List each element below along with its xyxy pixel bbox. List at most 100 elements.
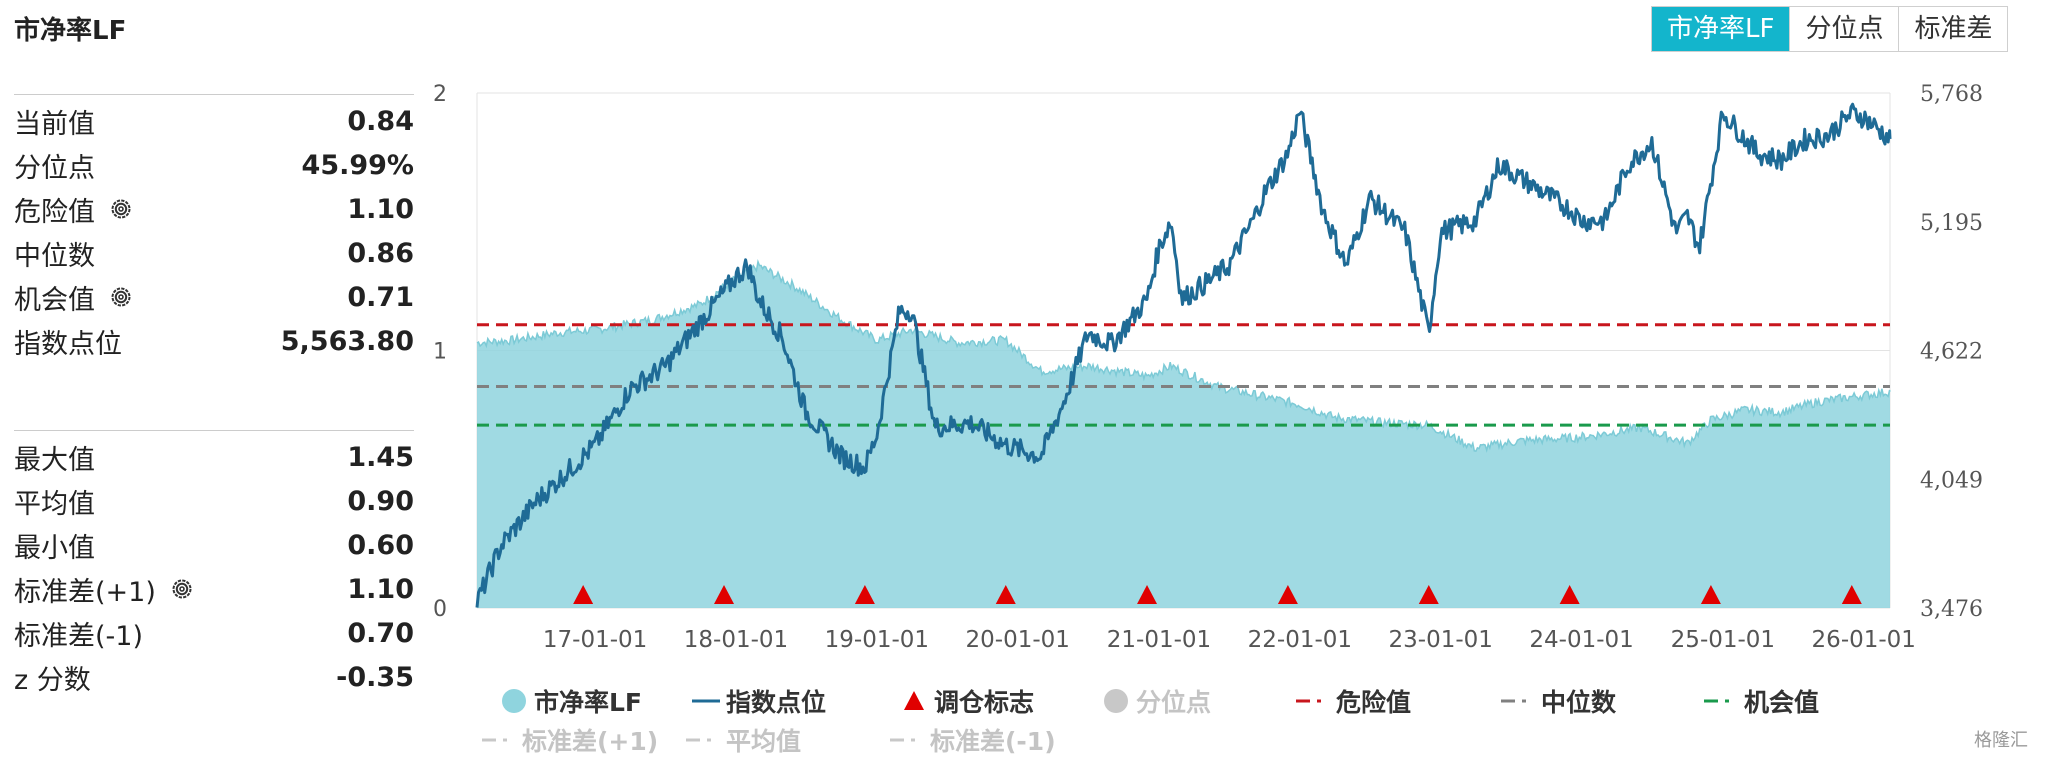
stat-label-text: 标准差(-1) (14, 620, 143, 652)
stat-value: 5,563.80 (280, 325, 414, 357)
rebalance-marker (1841, 585, 1862, 604)
rebalance-marker (573, 585, 594, 604)
legend-label: 指数点位 (726, 688, 826, 717)
rebalance-marker (1700, 585, 1721, 604)
stat-label: 危险值 (14, 190, 133, 229)
stat-label-text: 机会值 (14, 284, 95, 316)
tab-percentile[interactable]: 分位点 (1789, 7, 1899, 51)
x-tick-label: 20-01-01 (966, 627, 1070, 653)
legend-label: 调仓标志 (934, 688, 1034, 717)
y-right-tick-label: 3,476 (1920, 597, 1983, 622)
stat-label: z 分数 (14, 658, 91, 697)
x-tick-label: 23-01-01 (1389, 627, 1493, 653)
tab-std-dev[interactable]: 标准差 (1898, 7, 2008, 51)
series-line-index (475, 102, 1892, 608)
y-right-tick-label: 4,049 (1920, 468, 1983, 493)
stat-row: 平均值 0.90 (14, 479, 414, 523)
x-tick-label: 25-01-01 (1671, 627, 1775, 653)
legend-symbol (1104, 689, 1128, 713)
stat-label-text: 危险值 (14, 196, 95, 228)
stat-label: 标准差(+1) (14, 570, 194, 609)
stat-label: 最大值 (14, 438, 95, 477)
stat-label-text: 当前值 (14, 108, 95, 140)
stat-label-text: 标准差(+1) (14, 576, 156, 608)
stat-label: 分位点 (14, 146, 95, 185)
stat-label: 当前值 (14, 102, 95, 141)
stat-label-text: 分位点 (14, 152, 95, 184)
y-right-tick-label: 5,195 (1920, 211, 1983, 236)
rebalance-marker (1277, 585, 1298, 604)
stat-label-text: 指数点位 (14, 328, 122, 360)
legend-symbol (502, 689, 526, 713)
watermark: 格隆汇 (1974, 730, 2028, 751)
y-left-tick-label: 0 (433, 597, 447, 622)
stats-panel-summary: 最大值 1.45 平均值 0.90 最小值 0.60 标准差(+1) 1.10 标准差(-1) 0… (14, 430, 414, 699)
rebalance-marker (1559, 585, 1580, 604)
stat-label: 指数点位 (14, 322, 122, 361)
divider (14, 430, 414, 431)
stat-row: 标准差(+1) 1.10 (14, 567, 414, 611)
y-left-tick-label: 1 (433, 340, 447, 365)
y-right-tick-label: 4,622 (1920, 340, 1983, 365)
stat-row: 危险值 1.10 (14, 187, 414, 231)
stat-label-text: 中位数 (14, 240, 95, 272)
stat-value: 1.10 (347, 193, 414, 225)
x-tick-label: 24-01-01 (1529, 627, 1633, 653)
legend-label: 平均值 (726, 727, 801, 756)
stat-row: 机会值 0.71 (14, 275, 414, 319)
gear-icon[interactable] (109, 197, 133, 221)
legend-label: 标准差(-1) (930, 727, 1056, 756)
stat-row: 最小值 0.60 (14, 523, 414, 567)
stat-label: 机会值 (14, 278, 133, 317)
rebalance-marker (1137, 585, 1158, 604)
rebalance-marker (714, 585, 735, 604)
stat-value: 1.45 (347, 441, 414, 473)
stat-row: 指数点位 5,563.80 (14, 319, 414, 363)
x-tick-label: 19-01-01 (825, 627, 929, 653)
x-tick-label: 18-01-01 (684, 627, 788, 653)
page-title: 市净率LF (14, 16, 127, 46)
stat-label-text: z 分数 (14, 664, 91, 696)
tab-pb-lf[interactable]: 市净率LF (1652, 7, 1790, 51)
rebalance-marker (854, 585, 875, 604)
stat-label: 最小值 (14, 526, 95, 565)
x-tick-label: 26-01-01 (1812, 627, 1916, 653)
stat-row: z 分数 -0.35 (14, 655, 414, 699)
stat-label: 中位数 (14, 234, 95, 273)
legend-label: 中位数 (1541, 688, 1617, 717)
stat-row: 分位点 45.99% (14, 143, 414, 187)
stat-row: 当前值 0.84 (14, 99, 414, 143)
y-left-tick-label: 2 (433, 82, 447, 107)
legend-label: 标准差(+1) (522, 727, 658, 756)
legend-symbol (904, 691, 924, 710)
stat-label-text: 平均值 (14, 488, 95, 520)
stats-panel-current: 当前值 0.84 分位点 45.99% 危险值 1.10 中位数 0.86 机会值 0.71 指数点… (14, 94, 414, 363)
y-right-tick-label: 5,768 (1920, 82, 1983, 107)
stat-value: -0.35 (336, 661, 414, 693)
stat-label: 标准差(-1) (14, 614, 143, 653)
legend-label: 危险值 (1336, 688, 1411, 717)
stat-value: 0.70 (347, 617, 414, 649)
stat-value: 1.10 (347, 573, 414, 605)
stat-row: 中位数 0.86 (14, 231, 414, 275)
legend-label: 市净率LF (534, 688, 642, 717)
series-area-pb (477, 261, 1890, 608)
stat-label-text: 最小值 (14, 532, 95, 564)
x-tick-label: 22-01-01 (1248, 627, 1352, 653)
divider (14, 94, 414, 95)
stat-value: 0.60 (347, 529, 414, 561)
x-tick-label: 17-01-01 (543, 627, 647, 653)
stat-row: 最大值 1.45 (14, 435, 414, 479)
metric-tabs: 市净率LF 分位点 标准差 (1651, 6, 2009, 52)
stat-value: 45.99% (301, 149, 414, 181)
gear-icon[interactable] (170, 577, 194, 601)
x-tick-label: 21-01-01 (1107, 627, 1211, 653)
stat-value: 0.90 (347, 485, 414, 517)
legend-label: 机会值 (1744, 688, 1819, 717)
stat-value: 0.84 (347, 105, 414, 137)
gear-icon[interactable] (109, 285, 133, 309)
stat-value: 0.86 (347, 237, 414, 269)
stat-value: 0.71 (347, 281, 414, 313)
stat-row: 标准差(-1) 0.70 (14, 611, 414, 655)
